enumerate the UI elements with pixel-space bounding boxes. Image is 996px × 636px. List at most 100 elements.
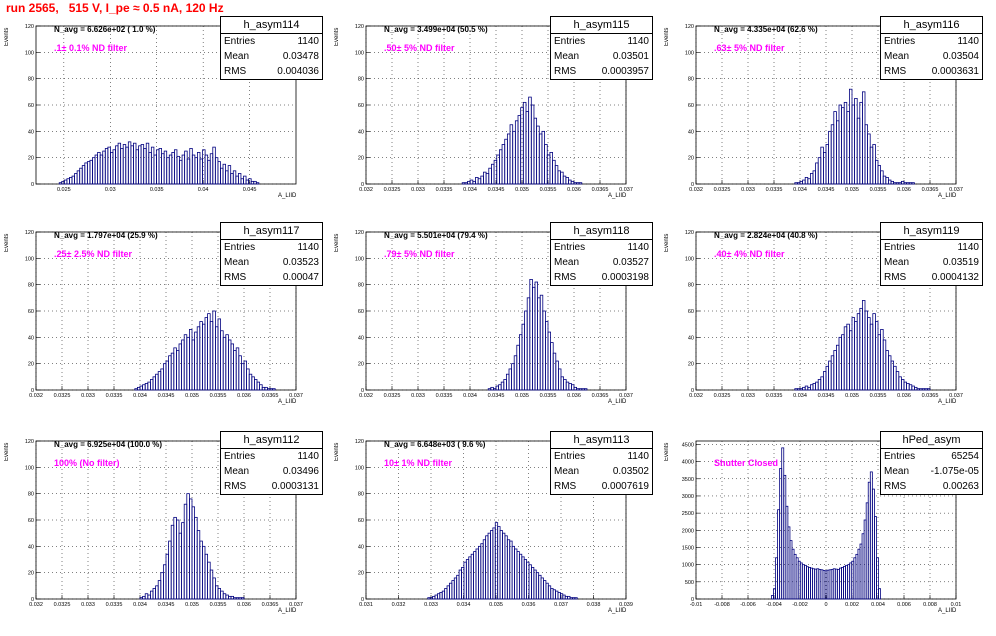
y-tick-label: 100: [355, 50, 364, 56]
x-axis-label: A_LIID: [608, 399, 627, 405]
stat-rms: RMS 0.0004132: [881, 270, 982, 285]
x-tick-label: 0.036: [567, 393, 581, 399]
x-tick-label: 0.0335: [766, 187, 783, 193]
stat-entries: Entries 1140: [221, 34, 322, 49]
y-tick-label: 100: [355, 256, 364, 262]
x-tick-label: 0.032: [359, 187, 373, 193]
stat-entries-value: 65254: [951, 451, 979, 462]
y-tick-label: 100: [25, 50, 34, 56]
x-tick-label: 0: [824, 602, 827, 608]
x-tick-label: -0.002: [792, 602, 808, 608]
stats-box: h_asym112 Entries 1140 Mean 0.03496 RMS 0.0003…: [220, 431, 323, 495]
x-tick-label: 0.036: [522, 602, 536, 608]
x-tick-label: 0.0345: [818, 393, 835, 399]
stat-rms: RMS 0.0003131: [221, 479, 322, 494]
y-tick-label: 0: [361, 182, 364, 188]
x-tick-label: 0.033: [424, 602, 438, 608]
y-tick-label: 0: [691, 182, 694, 188]
stat-mean: Mean 0.03519: [881, 255, 982, 270]
stat-mean-value: 0.03504: [942, 51, 979, 62]
x-axis-label: A_LIID: [938, 608, 957, 614]
histogram-panel: 0.031 0.032 0.033 0.034 0.035 0.036 0.037 0.038…: [330, 431, 660, 636]
stats-box: h_asym115 Entries 1140 Mean 0.03501 RMS 0.0003…: [550, 16, 653, 80]
stat-entries: Entries 1140: [881, 240, 982, 255]
y-tick-label: 100: [685, 256, 694, 262]
x-tick-label: 0.037: [554, 602, 568, 608]
stat-mean: Mean 0.03504: [881, 49, 982, 64]
y-tick-label: 80: [28, 283, 34, 289]
x-axis-label: A_LIID: [278, 608, 297, 614]
stat-mean-label: Mean: [224, 466, 250, 477]
stat-mean: Mean 0.03501: [551, 49, 652, 64]
x-axis-label: A_LIID: [938, 193, 957, 199]
y-tick-label: 120: [355, 439, 364, 445]
x-tick-label: 0.037: [619, 187, 633, 193]
y-tick-label: 20: [358, 362, 364, 368]
y-tick-label: 40: [688, 129, 694, 135]
x-axis-label: A_LIID: [938, 399, 957, 405]
y-tick-label: 80: [358, 492, 364, 498]
stats-box: h_asym119 Entries 1140 Mean 0.03519 RMS 0.0004…: [880, 222, 983, 286]
filter-annotation: .40± 4% ND filter: [714, 249, 785, 259]
stat-mean-value: 0.03501: [612, 51, 649, 62]
x-tick-label: 0.036: [237, 602, 251, 608]
stat-entries-value: 1140: [297, 242, 319, 253]
stat-entries-value: 1140: [627, 451, 649, 462]
filter-annotation: 10± 1% ND filter: [384, 458, 452, 468]
filter-annotation: .50± 5% ND filter: [384, 43, 455, 53]
x-tick-label: 0.0365: [922, 187, 939, 193]
histogram-panel: 0.032 0.0325 0.033 0.0335 0.034 0.0345 0.035 0.…: [330, 16, 660, 221]
stat-rms-value: 0.00263: [942, 481, 979, 492]
stat-entries: Entries 1140: [551, 240, 652, 255]
x-tick-label: 0.0335: [436, 393, 453, 399]
histogram-name: h_asym112: [221, 432, 322, 449]
y-tick-label: 100: [25, 465, 34, 471]
stat-mean-label: Mean: [884, 257, 910, 268]
x-tick-label: 0.0355: [870, 393, 887, 399]
stat-entries: Entries 1140: [221, 240, 322, 255]
stats-box: h_asym117 Entries 1140 Mean 0.03523 RMS 0.0004…: [220, 222, 323, 286]
x-tick-label: 0.035: [845, 187, 859, 193]
x-tick-label: 0.0355: [870, 187, 887, 193]
histogram-name: h_asym116: [881, 17, 982, 34]
stats-box: h_asym114 Entries 1140 Mean 0.03478 RMS 0.0040…: [220, 16, 323, 80]
x-tick-label: -0.006: [740, 602, 756, 608]
x-tick-label: 0.037: [289, 393, 303, 399]
histogram-panel: 0.032 0.0325 0.033 0.0335 0.034 0.0345 0.035 0.…: [0, 431, 330, 636]
x-tick-label: 0.035: [845, 393, 859, 399]
histogram-bin: [574, 597, 578, 600]
y-tick-label: 120: [685, 230, 694, 236]
x-tick-label: 0.033: [81, 602, 95, 608]
x-tick-label: 0.034: [457, 602, 471, 608]
stat-rms-label: RMS: [224, 66, 247, 77]
stat-entries: Entries 65254: [881, 449, 982, 464]
stat-mean: Mean 0.03502: [551, 464, 652, 479]
stat-mean: Mean -1.075e-05: [881, 464, 982, 479]
y-tick-label: 500: [685, 580, 694, 586]
y-tick-label: 0: [361, 597, 364, 603]
x-tick-label: 0.032: [29, 393, 43, 399]
x-tick-label: 0.035: [185, 602, 199, 608]
y-tick-label: 40: [358, 129, 364, 135]
stat-rms-label: RMS: [884, 272, 907, 283]
y-tick-label: 20: [358, 156, 364, 162]
x-tick-label: 0.0345: [488, 393, 505, 399]
y-axis-label: Events: [334, 28, 340, 47]
stat-entries: Entries 1140: [881, 34, 982, 49]
histogram-bin: [255, 182, 260, 185]
x-tick-label: 0.0365: [592, 187, 609, 193]
stats-box: h_asym113 Entries 1140 Mean 0.03502 RMS 0.0007…: [550, 431, 653, 495]
stat-entries-label: Entries: [884, 451, 916, 462]
x-tick-label: 0.034: [793, 187, 807, 193]
y-tick-label: 60: [28, 309, 34, 315]
y-axis-label: Events: [4, 28, 10, 47]
stat-rms-value: 0.00047: [282, 272, 319, 283]
x-tick-label: -0.01: [690, 602, 703, 608]
y-tick-label: 40: [688, 335, 694, 341]
histogram-panel: -0.01 -0.008 -0.006 -0.004 -0.002 0 0.002 0.004…: [660, 431, 990, 636]
x-tick-label: 0.037: [949, 393, 963, 399]
histogram-name: h_asym114: [221, 17, 322, 34]
y-tick-label: 80: [358, 283, 364, 289]
y-tick-label: 2000: [682, 528, 694, 534]
x-tick-label: 0.036: [897, 187, 911, 193]
